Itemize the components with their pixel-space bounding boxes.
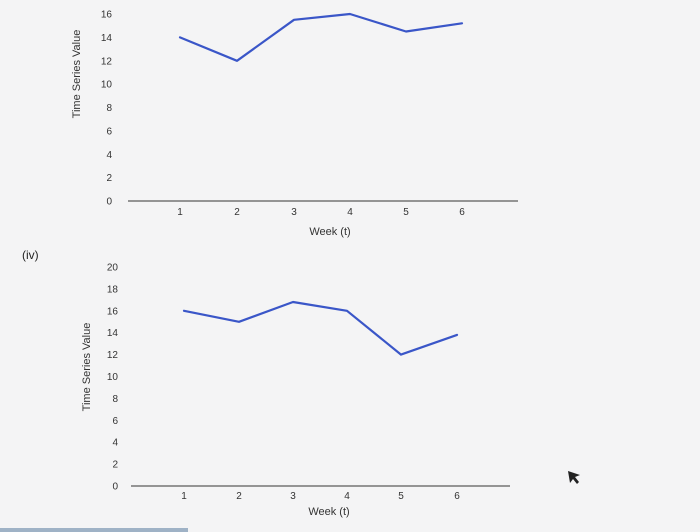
y-tick-label: 2	[112, 460, 118, 471]
x-tick-label: 1	[177, 207, 183, 218]
y-tick-label: 0	[112, 482, 118, 493]
y-axis-title: Time Series Value	[71, 30, 83, 119]
bottom-edge-bar	[0, 528, 188, 532]
x-axis-title: Week (t)	[309, 226, 350, 238]
y-tick-label: 8	[112, 394, 118, 405]
y-tick-label: 12	[107, 350, 119, 361]
y-tick-label: 18	[107, 284, 119, 295]
y-tick-label: 6	[112, 416, 118, 427]
y-tick-label: 2	[106, 173, 112, 184]
y-tick-label: 14	[107, 328, 119, 339]
x-tick-label: 2	[234, 207, 240, 218]
y-tick-label: 10	[107, 372, 119, 383]
y-tick-label: 16	[101, 10, 113, 21]
x-tick-label: 5	[398, 491, 404, 502]
x-tick-label: 2	[236, 491, 242, 502]
x-tick-label: 6	[459, 207, 465, 218]
y-tick-label: 20	[107, 263, 119, 274]
y-tick-label: 10	[101, 80, 113, 91]
series-line	[182, 300, 459, 356]
x-tick-label: 3	[291, 207, 297, 218]
x-tick-label: 3	[290, 491, 296, 502]
y-tick-label: 4	[106, 150, 112, 161]
x-tick-label: 4	[347, 207, 353, 218]
y-axis-title: Time Series Value	[81, 323, 93, 412]
x-tick-label: 1	[181, 491, 187, 502]
y-tick-label: 8	[106, 103, 112, 114]
series-line	[178, 12, 464, 62]
x-tick-label: 6	[454, 491, 460, 502]
part-label: (iv)	[22, 248, 39, 262]
x-tick-label: 5	[403, 207, 409, 218]
mouse-pointer-icon	[568, 471, 580, 484]
y-tick-label: 4	[112, 438, 118, 449]
y-tick-label: 6	[106, 126, 112, 137]
y-tick-label: 12	[101, 56, 113, 67]
x-tick-label: 4	[344, 491, 350, 502]
y-tick-label: 14	[101, 33, 113, 44]
y-tick-label: 16	[107, 306, 119, 317]
x-axis-title: Week (t)	[308, 506, 349, 518]
y-tick-label: 0	[106, 197, 112, 208]
